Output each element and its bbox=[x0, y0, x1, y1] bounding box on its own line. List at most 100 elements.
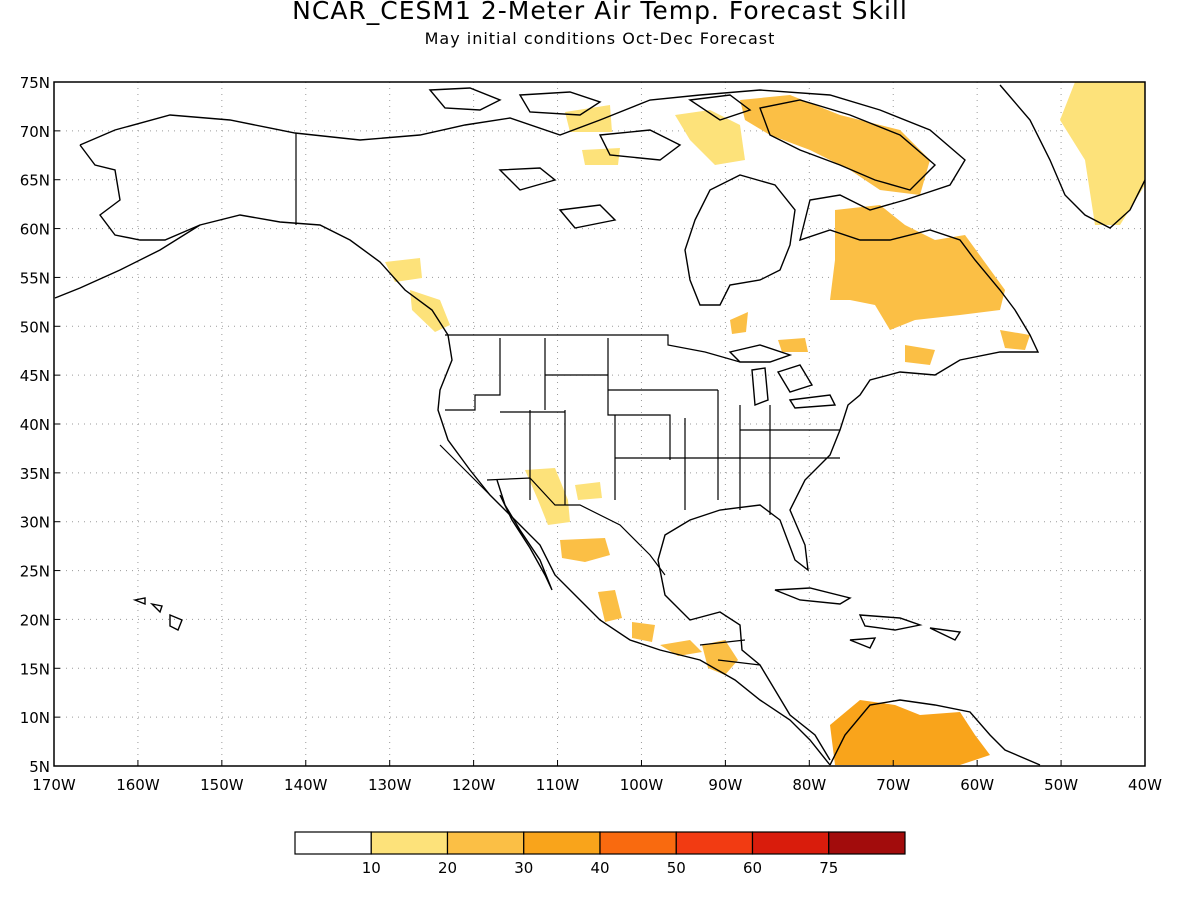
skill-region-central-america bbox=[702, 640, 738, 675]
coastline bbox=[79, 89, 1040, 761]
coastline bbox=[849, 637, 877, 649]
legend-label: 75 bbox=[819, 859, 838, 877]
coastline bbox=[149, 602, 163, 614]
lon-label: 60W bbox=[960, 776, 994, 794]
lon-label: 130W bbox=[368, 776, 412, 794]
skill-region-quebec-labrador bbox=[730, 312, 748, 334]
lon-label: 150W bbox=[200, 776, 244, 794]
border bbox=[445, 334, 741, 363]
skill-region-greenland bbox=[1060, 82, 1145, 225]
lat-label: 50N bbox=[20, 318, 50, 336]
skill-region-arctic-archipelago bbox=[582, 148, 620, 165]
coastline bbox=[858, 614, 923, 631]
coastline bbox=[999, 84, 1146, 229]
legend-label: 60 bbox=[743, 859, 762, 877]
lat-label: 35N bbox=[20, 465, 50, 483]
border bbox=[607, 338, 671, 460]
lat-label: 10N bbox=[20, 709, 50, 727]
lat-label: 55N bbox=[20, 269, 50, 287]
lon-label: 170W bbox=[32, 776, 76, 794]
skill-region-british-columbia bbox=[385, 258, 422, 282]
legend-label: 40 bbox=[590, 859, 609, 877]
skill-region-mexico bbox=[560, 538, 610, 562]
map-subtitle: May initial conditions Oct-Dec Forecast bbox=[424, 29, 776, 48]
legend-swatch bbox=[294, 831, 372, 855]
skill-region-quebec-labrador bbox=[778, 338, 808, 352]
legend-label: 20 bbox=[438, 859, 457, 877]
color-legend: 10 20 30 40 50 60 75 bbox=[294, 831, 906, 877]
lat-label: 45N bbox=[20, 367, 50, 385]
coastline bbox=[132, 597, 146, 606]
coastline bbox=[558, 204, 617, 229]
skill-region-british-columbia bbox=[410, 290, 450, 332]
lat-label: 30N bbox=[20, 514, 50, 532]
coastline bbox=[829, 699, 1041, 766]
coastline bbox=[776, 364, 814, 393]
lat-label: 75N bbox=[20, 74, 50, 92]
lat-label: 20N bbox=[20, 611, 50, 629]
gridlines bbox=[54, 82, 1145, 766]
legend-label: 30 bbox=[514, 859, 533, 877]
coastline bbox=[728, 344, 793, 363]
lon-label: 50W bbox=[1044, 776, 1078, 794]
map-frame bbox=[53, 81, 1146, 767]
coastline bbox=[774, 587, 852, 605]
coastline bbox=[169, 613, 183, 631]
skill-region-southwest-us bbox=[575, 482, 602, 500]
skill-region-quebec-labrador bbox=[905, 345, 935, 365]
skill-region-central-america bbox=[660, 640, 702, 656]
border bbox=[439, 444, 491, 496]
legend-swatch bbox=[675, 831, 754, 855]
skill-shading bbox=[385, 82, 1145, 765]
skill-region-quebec-labrador bbox=[830, 205, 1005, 330]
border bbox=[445, 338, 501, 411]
coastline bbox=[79, 144, 831, 766]
lat-label: 60N bbox=[20, 221, 50, 239]
lon-label: 90W bbox=[708, 776, 742, 794]
legend-swatch bbox=[446, 831, 525, 855]
coastline bbox=[496, 479, 553, 591]
legend-label: 10 bbox=[362, 859, 381, 877]
lon-label: 70W bbox=[876, 776, 910, 794]
skill-region-arctic-archipelago bbox=[565, 105, 612, 132]
lat-label: 65N bbox=[20, 172, 50, 190]
legend-swatch bbox=[751, 831, 830, 855]
skill-region-mexico bbox=[632, 622, 655, 642]
lat-label: 5N bbox=[29, 758, 50, 776]
legend-swatch bbox=[599, 831, 677, 855]
coastline bbox=[788, 394, 837, 409]
skill-region-arctic-archipelago bbox=[675, 110, 745, 165]
coastline bbox=[684, 174, 796, 306]
political-borders bbox=[295, 133, 840, 666]
lon-label: 80W bbox=[792, 776, 826, 794]
coastline bbox=[759, 99, 937, 191]
legend-label: 50 bbox=[667, 859, 686, 877]
lon-label: 110W bbox=[536, 776, 580, 794]
skill-region-mexico bbox=[598, 590, 622, 622]
lon-label: 160W bbox=[116, 776, 160, 794]
lon-label: 140W bbox=[284, 776, 328, 794]
map-title: NCAR_CESM1 2-Meter Air Temp. Forecast Sk… bbox=[292, 0, 908, 25]
lat-label: 40N bbox=[20, 416, 50, 434]
lat-label: 25N bbox=[20, 563, 50, 581]
border bbox=[699, 639, 746, 646]
border bbox=[486, 477, 666, 576]
coastline bbox=[428, 87, 502, 111]
latitude-labels: 75N 70N 65N 60N 55N 50N 45N 40N 35N 30N 25N 20N 15N 1… bbox=[20, 74, 60, 776]
legend-swatch bbox=[370, 831, 449, 855]
coastlines bbox=[54, 84, 1146, 766]
coastline bbox=[688, 94, 752, 121]
coastline bbox=[598, 129, 682, 161]
lon-label: 100W bbox=[620, 776, 664, 794]
border bbox=[717, 659, 761, 666]
coastline bbox=[751, 367, 769, 406]
lat-label: 70N bbox=[20, 123, 50, 141]
coastline bbox=[518, 91, 602, 116]
coastline bbox=[498, 167, 557, 191]
legend-swatch bbox=[828, 831, 906, 855]
lon-label: 40W bbox=[1128, 776, 1162, 794]
skill-region-northern-south-america bbox=[830, 700, 990, 765]
legend-swatch bbox=[523, 831, 601, 855]
longitude-labels: 170W 160W 150W 140W 130W 120W 110W 100W 90W 80W 70… bbox=[32, 760, 1162, 794]
